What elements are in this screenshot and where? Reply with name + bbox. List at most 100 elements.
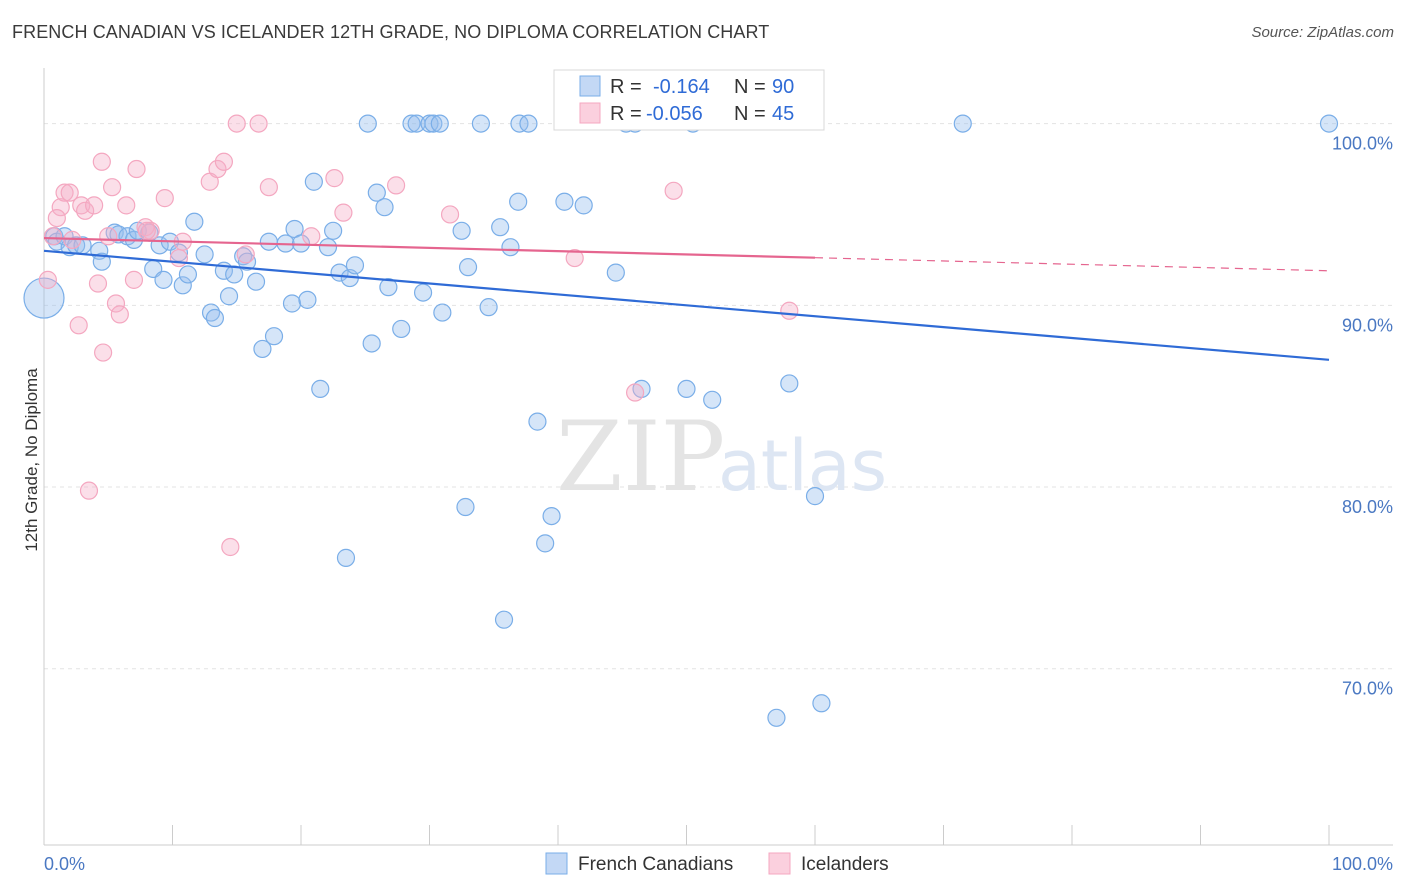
- icelander-point: [69, 316, 88, 335]
- watermark-zip: ZIP: [556, 401, 725, 513]
- legend-n-value-blue: 90: [772, 76, 794, 98]
- french-canadian-point: [424, 114, 443, 133]
- icelander-point: [106, 294, 126, 313]
- icelander-point: [99, 227, 118, 246]
- french-canadian-point: [362, 334, 381, 353]
- icelander-point: [334, 203, 353, 222]
- icelander-trend-line: [43, 236, 816, 259]
- french-canadian-point: [318, 238, 338, 257]
- french-canadian-point: [195, 245, 214, 264]
- french-canadian-point: [491, 218, 510, 237]
- french-canadian-point: [703, 390, 722, 409]
- french-canadian-point: [574, 196, 593, 215]
- icelander-point: [60, 183, 79, 202]
- french-canadian-point: [324, 221, 343, 240]
- icelander-point: [780, 301, 799, 320]
- french-canadian-point: [606, 263, 625, 282]
- y-tick-label: 100.0%: [1332, 134, 1393, 154]
- french-canadian-point: [528, 412, 547, 431]
- french-canadian-point: [185, 212, 204, 231]
- french-canadian-point: [677, 379, 696, 399]
- icelander-point: [55, 183, 74, 202]
- icelander-point: [88, 274, 108, 293]
- icelander-point: [565, 248, 584, 268]
- icelander-point: [325, 169, 344, 188]
- x-tick-label-min: 0.0%: [44, 854, 85, 874]
- french-canadian-point: [433, 303, 452, 322]
- icelander-point: [47, 208, 66, 228]
- legend-swatch-pink: [579, 102, 601, 124]
- icelander-point: [79, 481, 99, 500]
- icelander-point: [440, 205, 460, 224]
- french-canadian-point: [780, 374, 799, 393]
- icelander-point: [249, 114, 268, 133]
- bottom-legend-label-blue: French Canadians: [578, 854, 733, 875]
- french-canadian-point: [456, 497, 475, 517]
- icelander-point: [103, 178, 122, 197]
- bottom-legend-label-pink: Icelanders: [801, 854, 889, 875]
- french-canadian-point: [92, 252, 111, 271]
- french-canadian-point: [219, 287, 239, 306]
- bottom-legend-swatch-pink: [768, 852, 791, 875]
- french-canadian-point: [311, 379, 330, 399]
- french-canadian-point: [367, 183, 386, 202]
- french-canadian-trend-line: [43, 249, 1330, 361]
- icelander-point: [137, 221, 156, 240]
- french-canadian-point: [246, 272, 266, 291]
- axes: [43, 68, 1393, 846]
- icelander-point: [221, 537, 240, 557]
- icelander-trend-line-dashed: [814, 257, 1330, 272]
- icelander-point: [117, 196, 136, 215]
- french-canadian-point: [304, 172, 323, 191]
- french-canadian-point: [1319, 114, 1339, 133]
- french-canadian-point: [375, 198, 394, 217]
- y-tick-labels: 100.0% 90.0% 80.0% 70.0%: [1332, 134, 1393, 699]
- french-canadian-point: [555, 192, 574, 211]
- y-tick-label: 70.0%: [1342, 679, 1393, 699]
- french-canadian-point: [536, 534, 555, 553]
- icelander-point: [625, 383, 645, 402]
- french-canadian-point: [953, 114, 972, 133]
- icelander-point: [94, 343, 113, 362]
- french-canadian-point: [402, 114, 421, 133]
- french-canadian-point: [178, 265, 198, 284]
- french-canadian-point: [298, 290, 317, 309]
- french-canadian-point: [23, 277, 65, 319]
- legend-r-value-blue: -0.164: [653, 76, 710, 98]
- french-canadian-point: [392, 319, 411, 339]
- french-canadian-point: [501, 238, 520, 257]
- french-canadian-point: [253, 339, 272, 359]
- french-canadian-point: [519, 114, 538, 133]
- french-canadian-point: [479, 298, 498, 317]
- bottom-legend: French Canadians Icelanders: [545, 852, 889, 875]
- french-canadian-point: [173, 276, 192, 295]
- icelander-point: [51, 198, 70, 217]
- icelander-point: [169, 248, 189, 268]
- french-canadian-point: [805, 487, 825, 506]
- icelander-point: [141, 221, 160, 240]
- icelander-point: [302, 227, 321, 246]
- icelander-point: [386, 176, 406, 195]
- legend-r-label: R =: [610, 76, 642, 98]
- legend-r-value-pink: -0.056: [646, 103, 703, 125]
- french-canadian-point: [494, 610, 514, 629]
- french-canadian-point: [471, 114, 490, 133]
- icelander-point: [214, 152, 233, 171]
- french-canadian-point: [509, 192, 528, 211]
- icelander-point: [259, 178, 278, 197]
- icelander-point: [85, 196, 104, 215]
- icelander-point: [38, 270, 57, 289]
- legend-n-label: N =: [734, 76, 766, 98]
- french-canadian-point: [345, 256, 365, 275]
- icelander-point: [236, 245, 255, 264]
- icelander-point: [127, 159, 146, 179]
- french-canadian-point: [237, 252, 257, 271]
- french-canadian-point: [336, 548, 356, 567]
- french-canadian-point: [458, 258, 478, 277]
- french-canadian-point: [452, 221, 471, 240]
- legend-r-label-2: R =: [610, 103, 642, 125]
- source-label: Source: ZipAtlas.com: [1251, 24, 1394, 41]
- legend-n-value-pink: 45: [772, 103, 794, 125]
- legend-box: R = -0.164 N = 90 R = -0.056 N = 45: [553, 69, 825, 131]
